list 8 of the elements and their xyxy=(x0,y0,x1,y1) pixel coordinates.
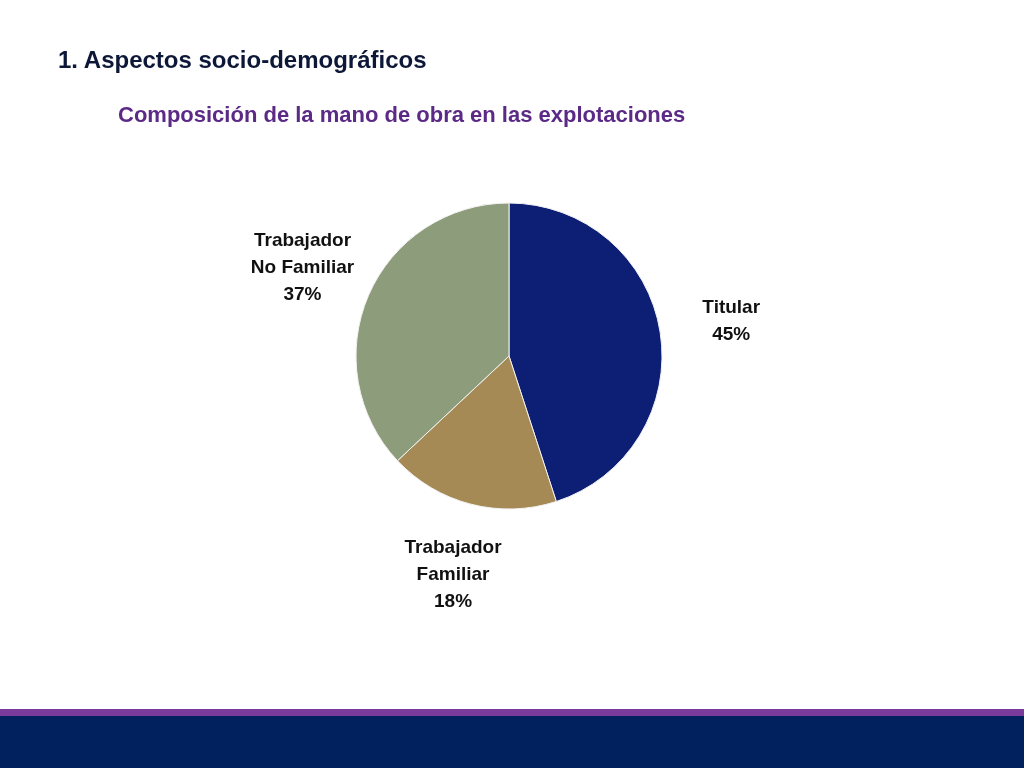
data-label: 45% xyxy=(712,323,751,345)
chart-subtitle: Composición de la mano de obra en las explotaciones xyxy=(118,102,686,128)
slice-label: Titular xyxy=(702,296,761,318)
data-label: 18% xyxy=(434,589,473,611)
slice-label: Trabajador Familiar xyxy=(404,535,503,584)
chart-title: 1. Aspectos socio-demográficos xyxy=(58,46,427,74)
slice-label: Trabajador No Familiar xyxy=(250,228,355,277)
data-label: 37% xyxy=(283,282,322,304)
